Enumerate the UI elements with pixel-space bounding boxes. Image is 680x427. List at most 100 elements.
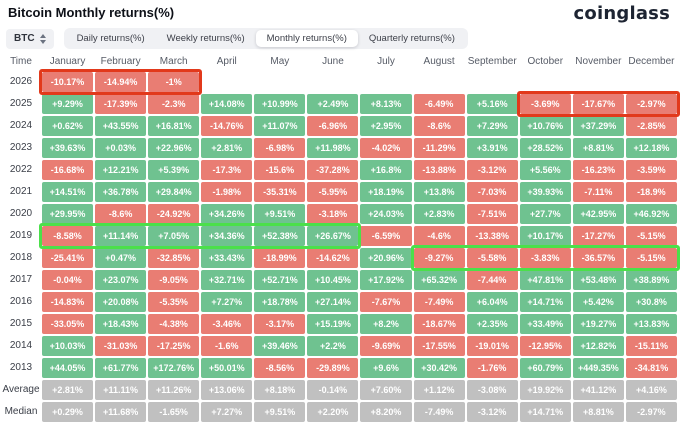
return-cell bbox=[414, 72, 465, 92]
return-cell: -19.01% bbox=[466, 336, 518, 356]
return-cell: -18.9% bbox=[625, 182, 677, 202]
return-cell: +39.93% bbox=[519, 182, 571, 202]
table-row: 2026 -10.17% -14.94% -1% bbox=[2, 72, 677, 92]
return-cell: -1.65% bbox=[148, 402, 200, 422]
return-cell: +50.01% bbox=[201, 358, 253, 378]
return-cell: -7.49% bbox=[413, 292, 465, 312]
return-cell: +33.49% bbox=[519, 314, 571, 334]
return-cell: -18.67% bbox=[413, 314, 465, 334]
column-header-august: August bbox=[423, 56, 455, 67]
return-cell: +14.71% bbox=[519, 292, 571, 312]
table-row: 2016 -14.83% +20.08% -5.35% +7.27% +18.78% +27… bbox=[2, 292, 677, 312]
return-cell bbox=[201, 72, 252, 92]
return-cell: +10.76% bbox=[519, 116, 571, 136]
return-cell: +0.29% bbox=[42, 402, 94, 422]
return-cell: +7.60% bbox=[360, 380, 412, 400]
return-cell: +2.95% bbox=[360, 116, 412, 136]
return-cell: -33.05% bbox=[42, 314, 94, 334]
return-cell: -4.02% bbox=[360, 138, 412, 158]
return-cell: -3.17% bbox=[254, 314, 306, 334]
return-cell: +0.47% bbox=[95, 248, 147, 268]
return-cell: -10.17% bbox=[42, 72, 94, 92]
tab-monthly-returns[interactable]: Monthly returns(%) bbox=[255, 30, 358, 47]
return-cell: +65.32% bbox=[413, 270, 465, 290]
row-label: 2024 bbox=[9, 120, 33, 131]
return-cell: +29.84% bbox=[148, 182, 200, 202]
return-cell: +7.29% bbox=[466, 116, 518, 136]
return-cell: +47.81% bbox=[519, 270, 571, 290]
return-cell: -35.31% bbox=[254, 182, 306, 202]
return-cell: -3.59% bbox=[625, 160, 677, 180]
return-cell: +11.26% bbox=[148, 380, 200, 400]
return-cell: +27.14% bbox=[307, 292, 359, 312]
table-row: 2023 +39.63% +0.03% +22.96% +2.81% -6.98% +11.… bbox=[2, 138, 677, 158]
tab-weekly-returns[interactable]: Weekly returns(%) bbox=[156, 30, 256, 47]
return-cell: -1.76% bbox=[466, 358, 518, 378]
row-label: Median bbox=[4, 406, 38, 417]
symbol-selector[interactable]: BTC bbox=[6, 28, 54, 49]
return-cell: -7.67% bbox=[360, 292, 412, 312]
column-header-september: September bbox=[467, 56, 517, 67]
return-cell: +5.56% bbox=[519, 160, 571, 180]
table-row: Average +2.81% +11.11% +11.26% +13.06% +8.18%… bbox=[2, 380, 677, 400]
table-body: 2026 -10.17% -14.94% -1% 2025 +9.29% -17.39% -2… bbox=[2, 72, 677, 422]
return-cell: +32.71% bbox=[201, 270, 253, 290]
return-cell: +17.92% bbox=[360, 270, 412, 290]
return-cell: +13.06% bbox=[201, 380, 253, 400]
return-cell: +8.81% bbox=[572, 402, 624, 422]
return-cell bbox=[573, 72, 624, 92]
return-cell: +36.78% bbox=[95, 182, 147, 202]
symbol-selector-label: BTC bbox=[14, 33, 35, 44]
table-row: 2025 +9.29% -17.39% -2.3% +14.08% +10.99% +2.4… bbox=[2, 94, 677, 114]
return-cell: +27.7% bbox=[519, 204, 571, 224]
column-header-april: April bbox=[216, 56, 237, 67]
row-label: 2026 bbox=[9, 76, 33, 87]
return-cell: -14.62% bbox=[307, 248, 359, 268]
return-cell: +28.52% bbox=[519, 138, 571, 158]
return-cell: +2.2% bbox=[307, 336, 359, 356]
return-cell: -0.14% bbox=[307, 380, 359, 400]
row-label: 2013 bbox=[9, 362, 33, 373]
tab-daily-returns[interactable]: Daily returns(%) bbox=[66, 30, 156, 47]
return-cell: +19.92% bbox=[519, 380, 571, 400]
return-cell bbox=[626, 72, 677, 92]
return-cell: +5.16% bbox=[466, 94, 518, 114]
return-cell: +2.20% bbox=[307, 402, 359, 422]
table-row: 2018 -25.41% +0.47% -32.85% +33.43% -18.99% -1… bbox=[2, 248, 677, 268]
return-cell: -37.28% bbox=[307, 160, 359, 180]
return-cell: +26.67% bbox=[307, 226, 359, 246]
return-cell: +8.2% bbox=[360, 314, 412, 334]
return-cell: +43.55% bbox=[95, 116, 147, 136]
return-cell: -9.05% bbox=[148, 270, 200, 290]
return-cell: +8.81% bbox=[572, 138, 624, 158]
row-label: 2019 bbox=[9, 230, 33, 241]
return-cell: -6.96% bbox=[307, 116, 359, 136]
return-cell: -13.38% bbox=[466, 226, 518, 246]
return-cell: +5.39% bbox=[148, 160, 200, 180]
return-cell: +9.51% bbox=[254, 402, 306, 422]
column-header-july: July bbox=[377, 56, 395, 67]
return-cell: -5.95% bbox=[307, 182, 359, 202]
return-cell: +11.98% bbox=[307, 138, 359, 158]
return-cell: -31.03% bbox=[95, 336, 147, 356]
return-cell: +449.35% bbox=[572, 358, 624, 378]
return-cell: -7.44% bbox=[466, 270, 518, 290]
return-cell: -15.6% bbox=[254, 160, 306, 180]
return-cell: +53.48% bbox=[572, 270, 624, 290]
return-cell: -17.25% bbox=[148, 336, 200, 356]
return-cell: -1.6% bbox=[201, 336, 253, 356]
return-cell: -5.15% bbox=[625, 248, 677, 268]
return-cell: +19.27% bbox=[572, 314, 624, 334]
return-cell: -1% bbox=[148, 72, 200, 92]
return-cell: -14.94% bbox=[95, 72, 147, 92]
return-cell: -8.6% bbox=[413, 116, 465, 136]
return-cell: -8.6% bbox=[95, 204, 147, 224]
row-label: 2022 bbox=[9, 164, 33, 175]
row-label: 2020 bbox=[9, 208, 33, 219]
return-cell: +2.35% bbox=[466, 314, 518, 334]
table-row: 2022 -16.68% +12.21% +5.39% -17.3% -15.6% -37.… bbox=[2, 160, 677, 180]
return-cell: +13.83% bbox=[625, 314, 677, 334]
tab-quarterly-returns[interactable]: Quarterly returns(%) bbox=[358, 30, 466, 47]
return-cell: +2.81% bbox=[42, 380, 94, 400]
table-row: 2019 -8.58% +11.14% +7.05% +34.36% +52.38% +26… bbox=[2, 226, 677, 246]
